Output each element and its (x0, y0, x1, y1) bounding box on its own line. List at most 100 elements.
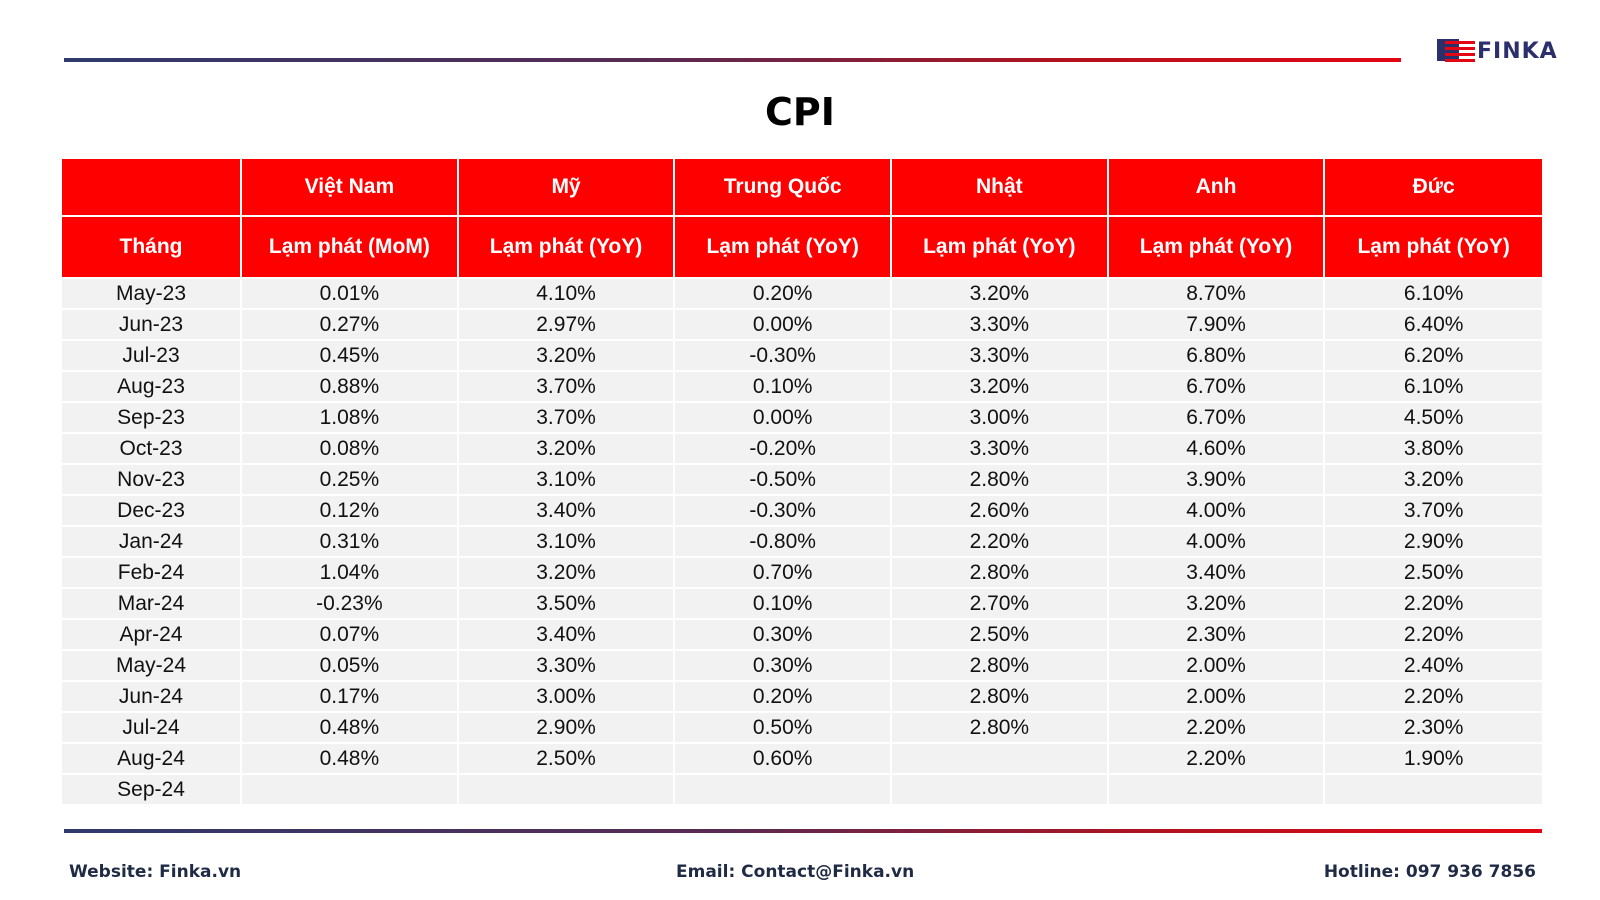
footer-website: Website: Finka.vn (69, 862, 242, 882)
value-cell: 3.70% (458, 403, 676, 434)
month-cell: Sep-23 (62, 403, 243, 434)
header-country: Mỹ (458, 159, 676, 217)
table-row: Mar-24 -0.23% 3.50% 0.10% 2.70% 3.20% 2.20% (62, 589, 1542, 620)
month-cell: Jun-24 (62, 682, 243, 713)
header-country: Việt Nam (242, 159, 459, 217)
value-cell: 3.20% (458, 341, 676, 372)
value-cell (1325, 775, 1542, 806)
value-cell: 2.50% (892, 620, 1109, 651)
header-metric: Lạm phát (YoY) (458, 217, 676, 279)
header-country: Nhật (892, 159, 1109, 217)
month-cell: Feb-24 (62, 558, 243, 589)
value-cell: 6.10% (1325, 372, 1542, 403)
value-cell: 3.20% (892, 372, 1109, 403)
value-cell: 3.70% (458, 372, 676, 403)
cpi-table: Việt Nam Mỹ Trung Quốc Nhật Anh Đức Tháng Lạm… (62, 159, 1542, 806)
header-metric: Lạm phát (YoY) (1108, 217, 1326, 279)
value-cell: 4.00% (1108, 527, 1326, 558)
value-cell: 1.04% (242, 558, 459, 589)
value-cell: 6.40% (1325, 310, 1542, 341)
value-cell: 0.20% (675, 682, 893, 713)
value-cell: 3.00% (892, 403, 1109, 434)
value-cell: 2.90% (1325, 527, 1542, 558)
top-divider (64, 58, 1401, 62)
value-cell: 4.10% (458, 279, 676, 310)
value-cell: 0.10% (675, 372, 893, 403)
table-row: Dec-23 0.12% 3.40% -0.30% 2.60% 4.00% 3.70% (62, 496, 1542, 527)
month-cell: May-23 (62, 279, 243, 310)
value-cell: 3.20% (1325, 465, 1542, 496)
value-cell: -0.30% (675, 496, 893, 527)
value-cell (892, 775, 1109, 806)
value-cell: -0.80% (675, 527, 893, 558)
table-row: Nov-23 0.25% 3.10% -0.50% 2.80% 3.90% 3.20% (62, 465, 1542, 496)
value-cell: 0.12% (242, 496, 459, 527)
header-metric: Lạm phát (MoM) (242, 217, 459, 279)
value-cell: 2.80% (892, 465, 1109, 496)
value-cell: 4.50% (1325, 403, 1542, 434)
footer-email: Email: Contact@Finka.vn (676, 862, 915, 882)
value-cell: -0.50% (675, 465, 893, 496)
value-cell: 2.80% (892, 651, 1109, 682)
finka-flag-icon (1437, 39, 1475, 62)
table-row: Aug-24 0.48% 2.50% 0.60% 2.20% 1.90% (62, 744, 1542, 775)
table-row: Feb-24 1.04% 3.20% 0.70% 2.80% 3.40% 2.50% (62, 558, 1542, 589)
header-metric: Lạm phát (YoY) (892, 217, 1109, 279)
header-metric: Lạm phát (YoY) (1325, 217, 1542, 279)
table-row: Apr-24 0.07% 3.40% 0.30% 2.50% 2.30% 2.20% (62, 620, 1542, 651)
value-cell: 3.30% (892, 341, 1109, 372)
value-cell: -0.20% (675, 434, 893, 465)
finka-logo: FINKA (1437, 36, 1558, 66)
value-cell: 0.60% (675, 744, 893, 775)
month-cell: Aug-24 (62, 744, 243, 775)
table-row: Jun-23 0.27% 2.97% 0.00% 3.30% 7.90% 6.40% (62, 310, 1542, 341)
table-row: May-23 0.01% 4.10% 0.20% 3.20% 8.70% 6.10% (62, 279, 1542, 310)
page-title: CPI (765, 90, 835, 134)
value-cell: 0.48% (242, 744, 459, 775)
value-cell: 3.30% (892, 310, 1109, 341)
value-cell: 1.90% (1325, 744, 1542, 775)
value-cell: 2.50% (458, 744, 676, 775)
value-cell: -0.30% (675, 341, 893, 372)
value-cell: 0.20% (675, 279, 893, 310)
month-cell: Apr-24 (62, 620, 243, 651)
value-cell: 7.90% (1108, 310, 1326, 341)
table-row: Jun-24 0.17% 3.00% 0.20% 2.80% 2.00% 2.20% (62, 682, 1542, 713)
logo-text: FINKA (1477, 38, 1558, 64)
month-cell: Sep-24 (62, 775, 243, 806)
bottom-divider (64, 829, 1542, 833)
header-country: Trung Quốc (675, 159, 893, 217)
value-cell: 3.00% (458, 682, 676, 713)
value-cell: 0.10% (675, 589, 893, 620)
value-cell: 2.20% (1325, 620, 1542, 651)
value-cell: 3.30% (892, 434, 1109, 465)
value-cell (242, 775, 459, 806)
table-row: Sep-23 1.08% 3.70% 0.00% 3.00% 6.70% 4.50% (62, 403, 1542, 434)
table-row: Jan-24 0.31% 3.10% -0.80% 2.20% 4.00% 2.90% (62, 527, 1542, 558)
value-cell: 3.70% (1325, 496, 1542, 527)
value-cell: 4.00% (1108, 496, 1326, 527)
value-cell: 3.80% (1325, 434, 1542, 465)
value-cell: 6.80% (1108, 341, 1326, 372)
value-cell: 0.08% (242, 434, 459, 465)
value-cell: 3.10% (458, 465, 676, 496)
footer-hotline: Hotline: 097 936 7856 (1323, 862, 1536, 882)
value-cell: 3.10% (458, 527, 676, 558)
value-cell: 3.20% (892, 279, 1109, 310)
header-corner (62, 159, 243, 217)
value-cell: 1.08% (242, 403, 459, 434)
header-metric: Lạm phát (YoY) (675, 217, 893, 279)
value-cell: 2.97% (458, 310, 676, 341)
value-cell: 3.40% (458, 496, 676, 527)
month-cell: Aug-23 (62, 372, 243, 403)
value-cell: 0.30% (675, 651, 893, 682)
value-cell: 0.05% (242, 651, 459, 682)
value-cell: 0.88% (242, 372, 459, 403)
value-cell: 6.70% (1108, 372, 1326, 403)
table-row: Aug-23 0.88% 3.70% 0.10% 3.20% 6.70% 6.10% (62, 372, 1542, 403)
value-cell: 3.30% (458, 651, 676, 682)
month-cell: Jan-24 (62, 527, 243, 558)
value-cell: 0.07% (242, 620, 459, 651)
table-row: May-24 0.05% 3.30% 0.30% 2.80% 2.00% 2.40% (62, 651, 1542, 682)
month-cell: Mar-24 (62, 589, 243, 620)
